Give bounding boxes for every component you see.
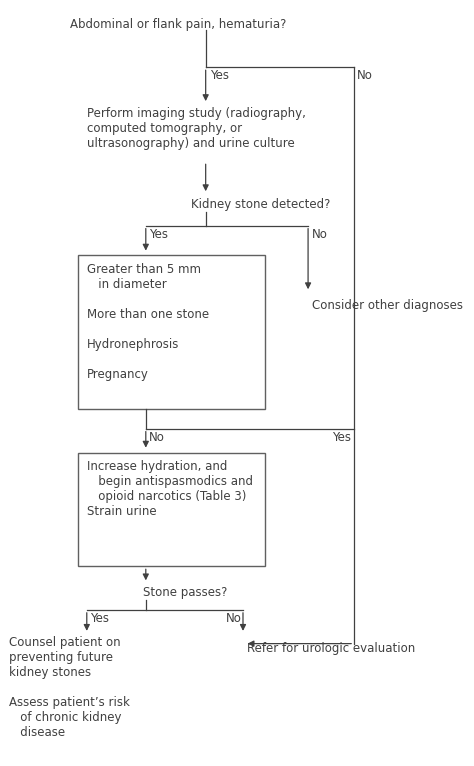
- Text: Yes: Yes: [210, 69, 229, 82]
- Text: Increase hydration, and
   begin antispasmodics and
   opioid narcotics (Table 3: Increase hydration, and begin antispasmo…: [87, 460, 253, 519]
- Text: Yes: Yes: [332, 430, 351, 444]
- Bar: [78, 453, 264, 566]
- Text: Consider other diagnoses: Consider other diagnoses: [312, 299, 464, 312]
- Text: Kidney stone detected?: Kidney stone detected?: [191, 198, 330, 211]
- Text: No: No: [356, 69, 373, 82]
- Text: Abdominal or flank pain, hematuria?: Abdominal or flank pain, hematuria?: [70, 18, 286, 31]
- Text: Yes: Yes: [149, 228, 168, 241]
- Text: No: No: [225, 612, 241, 625]
- Text: Perform imaging study (radiography,
computed tomography, or
ultrasonography) and: Perform imaging study (radiography, comp…: [87, 107, 306, 150]
- Text: No: No: [149, 430, 165, 444]
- Text: No: No: [311, 228, 328, 241]
- Bar: [78, 256, 264, 409]
- Text: Stone passes?: Stone passes?: [143, 586, 228, 599]
- Text: Yes: Yes: [90, 612, 109, 625]
- Text: Greater than 5 mm
   in diameter

More than one stone

Hydronephrosis

Pregnancy: Greater than 5 mm in diameter More than …: [87, 264, 209, 381]
- Text: Counsel patient on
preventing future
kidney stones

Assess patient’s risk
   of : Counsel patient on preventing future kid…: [9, 636, 129, 738]
- Text: Refer for urologic evaluation: Refer for urologic evaluation: [247, 642, 416, 655]
